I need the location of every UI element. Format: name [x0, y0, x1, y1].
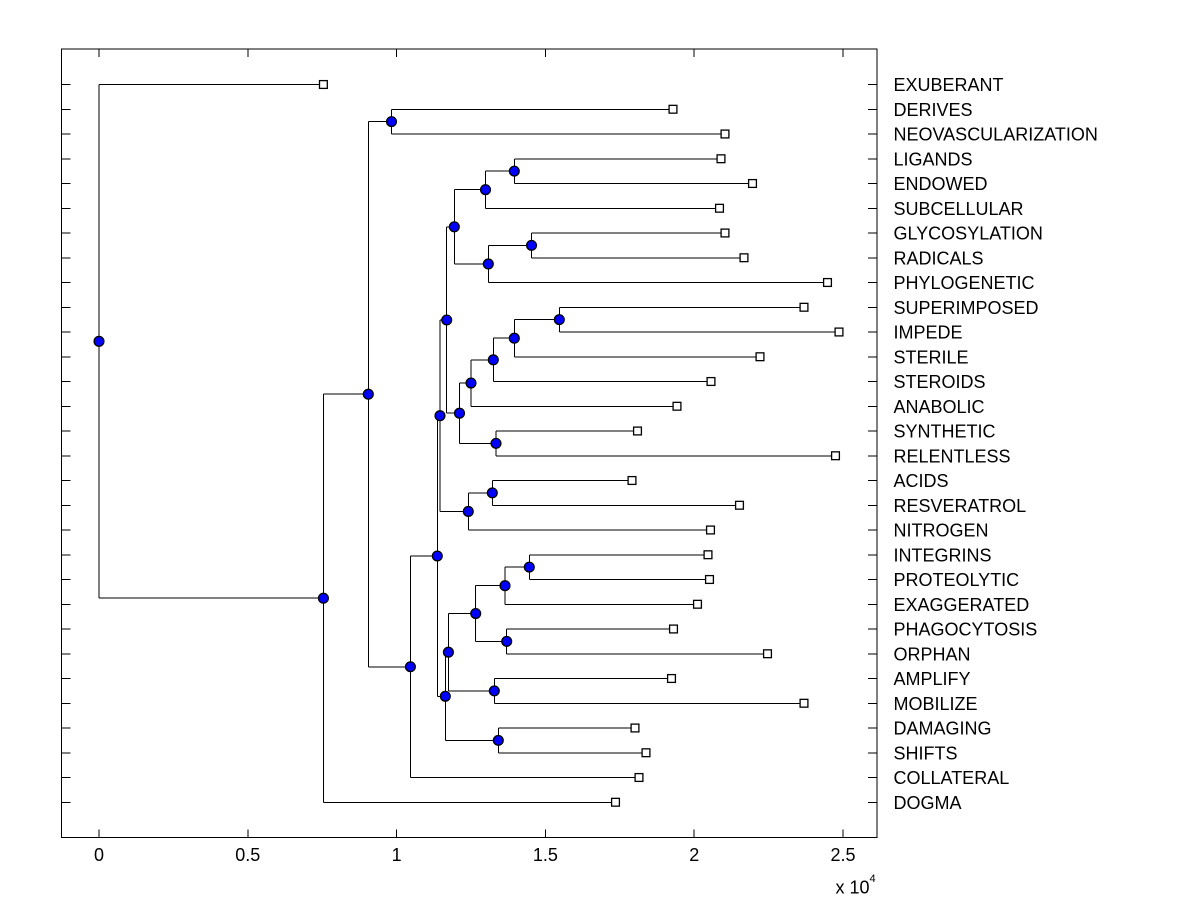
svg-text:4: 4	[870, 873, 876, 885]
svg-text:0: 0	[94, 845, 104, 865]
svg-text:PROTEOLYTIC: PROTEOLYTIC	[894, 570, 1020, 590]
svg-text:DOGMA: DOGMA	[894, 793, 962, 813]
svg-text:NITROGEN: NITROGEN	[894, 521, 989, 541]
svg-text:RESVERATROL: RESVERATROL	[894, 496, 1027, 516]
svg-text:1: 1	[392, 845, 402, 865]
svg-text:1.5: 1.5	[533, 845, 558, 865]
svg-text:LIGANDS: LIGANDS	[894, 149, 973, 169]
svg-text:EXAGGERATED: EXAGGERATED	[894, 595, 1030, 615]
svg-text:SYNTHETIC: SYNTHETIC	[894, 422, 996, 442]
svg-text:0.5: 0.5	[235, 845, 260, 865]
svg-text:STERILE: STERILE	[894, 347, 969, 367]
svg-text:x 10: x 10	[836, 878, 870, 898]
svg-text:ORPHAN: ORPHAN	[894, 644, 971, 664]
svg-text:2: 2	[689, 845, 699, 865]
svg-text:MOBILIZE: MOBILIZE	[894, 694, 978, 714]
svg-text:RELENTLESS: RELENTLESS	[894, 446, 1011, 466]
svg-text:SUBCELLULAR: SUBCELLULAR	[894, 199, 1024, 219]
svg-text:ENDOWED: ENDOWED	[894, 174, 988, 194]
svg-text:STEROIDS: STEROIDS	[894, 372, 986, 392]
svg-text:ACIDS: ACIDS	[894, 471, 949, 491]
svg-text:PHAGOCYTOSIS: PHAGOCYTOSIS	[894, 620, 1038, 640]
svg-text:AMPLIFY: AMPLIFY	[894, 669, 971, 689]
svg-text:IMPEDE: IMPEDE	[894, 323, 963, 343]
svg-text:PHYLOGENETIC: PHYLOGENETIC	[894, 273, 1035, 293]
svg-text:SHIFTS: SHIFTS	[894, 743, 958, 763]
svg-text:2.5: 2.5	[830, 845, 855, 865]
svg-text:COLLATERAL: COLLATERAL	[894, 768, 1010, 788]
svg-text:RADICALS: RADICALS	[894, 248, 984, 268]
svg-text:SUPERIMPOSED: SUPERIMPOSED	[894, 298, 1039, 318]
svg-text:DAMAGING: DAMAGING	[894, 719, 992, 739]
svg-text:ANABOLIC: ANABOLIC	[894, 397, 985, 417]
svg-text:INTEGRINS: INTEGRINS	[894, 545, 992, 565]
svg-text:EXUBERANT: EXUBERANT	[894, 75, 1004, 95]
svg-text:GLYCOSYLATION: GLYCOSYLATION	[894, 224, 1043, 244]
svg-text:NEOVASCULARIZATION: NEOVASCULARIZATION	[894, 125, 1098, 145]
svg-text:DERIVES: DERIVES	[894, 100, 973, 120]
